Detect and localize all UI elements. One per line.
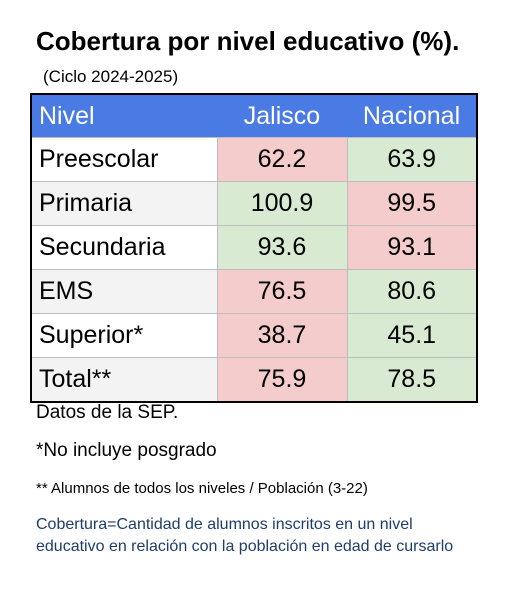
cell-jalisco: 100.9 (216, 181, 348, 226)
page-title: Cobertura por nivel educativo (%). (36, 26, 460, 56)
header-nacional: Nacional (347, 94, 477, 138)
table-row: Preescolar 62.2 63.9 (30, 137, 478, 182)
cell-nivel: Preescolar (30, 137, 218, 182)
cell-jalisco: 62.2 (216, 137, 348, 182)
page-subtitle: (Ciclo 2024-2025) (43, 67, 179, 86)
cell-nivel: EMS (30, 269, 218, 314)
source-note: Datos de la SEP. (36, 402, 179, 423)
table-row: EMS 76.5 80.6 (30, 269, 478, 314)
cell-nacional: 93.1 (346, 225, 478, 270)
cell-jalisco: 93.6 (216, 225, 348, 270)
cell-nivel: Primaria (30, 181, 218, 226)
cell-jalisco: 75.9 (216, 357, 348, 403)
cell-nivel: Total** (30, 357, 218, 403)
header-nivel: Nivel (31, 94, 217, 138)
cell-jalisco: 38.7 (216, 313, 348, 358)
definition-note: Cobertura=Cantidad de alumnos inscritos … (36, 516, 454, 555)
cell-nacional: 80.6 (346, 269, 478, 314)
table-row: Primaria 100.9 99.5 (30, 181, 478, 226)
table-row: Superior* 38.7 45.1 (30, 313, 478, 358)
cell-nacional: 45.1 (346, 313, 478, 358)
coverage-table: Nivel Jalisco Nacional Preescolar 62.2 6… (30, 93, 478, 403)
cell-nivel: Superior* (30, 313, 218, 358)
table-header-row: Nivel Jalisco Nacional (31, 94, 477, 138)
total-footnote: ** Alumnos de todos los niveles / Poblac… (36, 480, 368, 497)
superior-footnote: *No incluye posgrado (36, 440, 217, 461)
header-jalisco: Jalisco (217, 94, 347, 138)
cell-nacional: 63.9 (346, 137, 478, 182)
cell-jalisco: 76.5 (216, 269, 348, 314)
cell-nivel: Secundaria (30, 225, 218, 270)
cell-nacional: 78.5 (346, 357, 478, 403)
table-row: Total** 75.9 78.5 (30, 357, 478, 403)
table-row: Secundaria 93.6 93.1 (30, 225, 478, 270)
cell-nacional: 99.5 (346, 181, 478, 226)
